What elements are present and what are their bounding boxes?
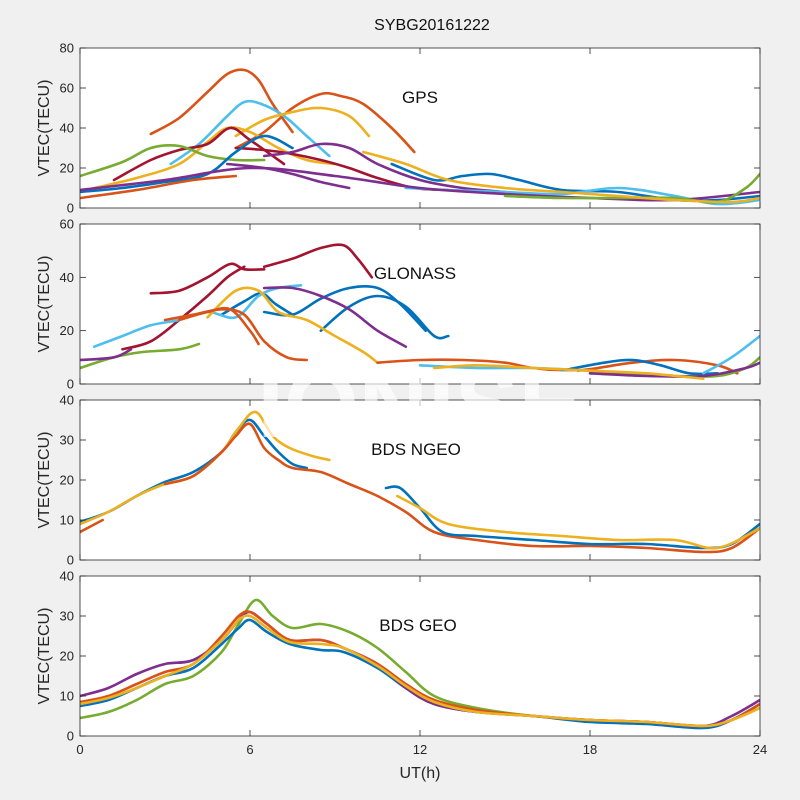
series-line-5 [396,494,760,550]
y-tick-label: 80 [60,41,74,56]
x-tick-label: 6 [246,742,253,757]
y-tick-label: 0 [67,201,74,216]
y-tick-label: 20 [60,649,74,664]
y-axis-label: VTEC(TECU) [36,256,53,353]
series-line-11 [80,342,201,370]
series-line-2 [80,518,104,534]
series-line-17 [702,334,760,375]
y-tick-label: 0 [67,729,74,744]
y-tick-label: 60 [60,81,74,96]
x-tick-label: 0 [76,742,83,757]
y-tick-label: 30 [60,609,74,624]
panel-1: 0 20 40 60 VTEC(TECU) GLONASS [36,217,761,392]
series-line-1 [80,618,760,730]
panel-0: 0 20 40 60 80 VTEC(TECU) GPS [36,41,761,216]
series-line-4 [80,614,760,728]
y-tick-label: 40 [60,270,74,285]
y-axis-label: VTEC(TECU) [36,432,53,529]
series-line-13 [80,174,238,200]
y-tick-label: 20 [60,323,74,338]
y-tick-label: 60 [60,217,74,232]
plot-area [80,224,760,384]
y-axis-label: VTEC(TECU) [36,80,53,177]
series-group [80,68,760,206]
series-line-19 [432,364,705,380]
panel-3: 0 10 20 30 40 0 6 12 18 24 VTEC(TECU) BDS GEO UT(h) [36,569,767,783]
series-line-18 [588,361,760,378]
plot-area [80,576,760,736]
series-line-0 [149,68,294,136]
x-tick-label: 18 [583,742,597,757]
y-tick-label: 0 [67,377,74,392]
series-line-15 [560,358,719,376]
plot-area [80,48,760,208]
panel-label: GLONASS [374,264,456,283]
x-axis-label: UT(h) [400,765,441,782]
panel-label: BDS GEO [379,616,456,635]
series-line-5 [112,126,286,182]
series-group [80,598,760,730]
series-line-7 [262,142,507,194]
series-line-16 [362,150,760,204]
y-tick-label: 20 [60,161,74,176]
series-line-8 [226,162,351,190]
series-line-1 [149,262,266,295]
y-axis-label: VTEC(TECU) [36,608,53,705]
series-line-2 [121,265,246,351]
series-group [80,243,760,380]
figure-title: SYBG20161222 [374,17,490,34]
panel-label: BDS NGEO [371,440,461,459]
series-line-3 [234,106,371,138]
plot-area [80,400,760,560]
series-line-1 [80,410,331,526]
watermark-text: IONISE [257,351,582,458]
y-tick-label: 40 [60,121,74,136]
series-group [80,410,760,554]
series-line-3 [163,422,760,554]
panel-label: GPS [402,88,438,107]
series-line-9 [80,144,266,178]
series-line-7 [206,286,379,364]
y-tick-label: 40 [60,569,74,584]
series-line-15 [503,172,760,204]
series-line-1 [234,91,416,154]
x-tick-label: 12 [413,742,427,757]
y-tick-label: 10 [60,689,74,704]
series-line-2 [169,99,331,166]
series-line-12 [80,348,133,362]
y-tick-label: 30 [60,433,74,448]
y-tick-label: 20 [60,473,74,488]
y-tick-label: 10 [60,513,74,528]
series-line-14 [80,166,760,202]
y-tick-label: 40 [60,393,74,408]
series-line-8 [262,286,408,348]
panel-2: 0 10 20 30 40 VTEC(TECU) BDS NGEO [36,393,761,568]
y-tick-label: 0 [67,553,74,568]
series-line-10 [177,306,260,346]
x-tick-label: 24 [753,742,767,757]
series-line-0 [262,243,374,279]
